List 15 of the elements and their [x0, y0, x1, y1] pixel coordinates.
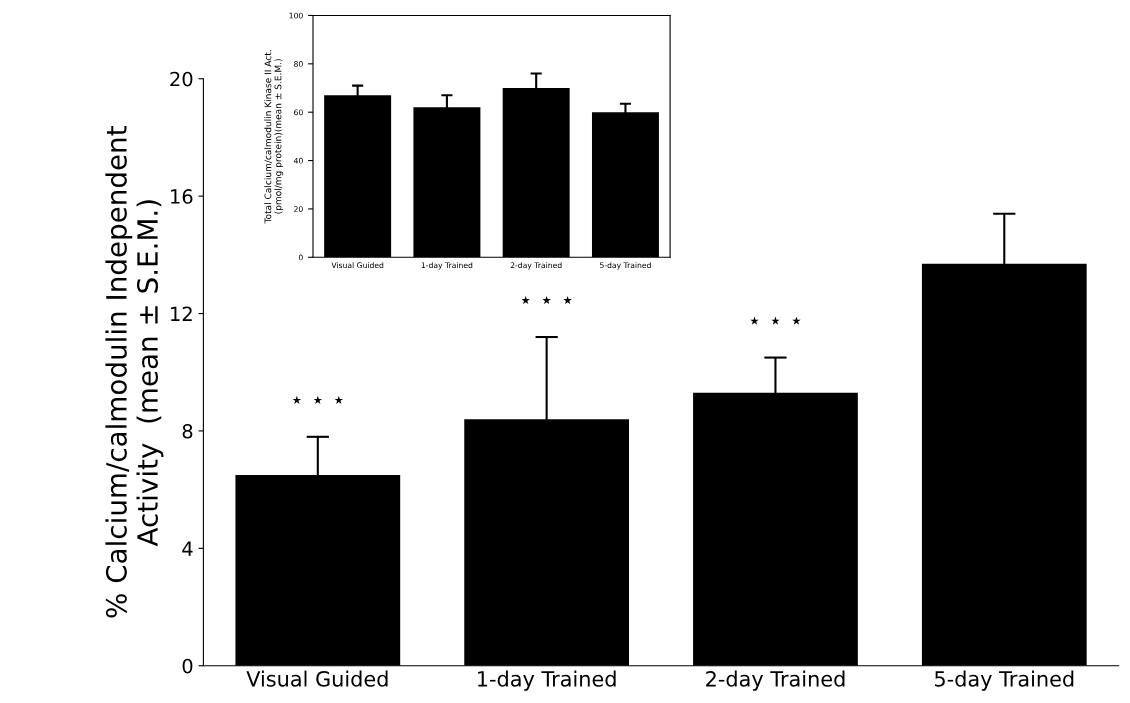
- y-tick-label: 20: [170, 71, 193, 87]
- annotation: ⋆ ⋆ ⋆: [292, 395, 344, 404]
- annotation: ⋆ ⋆ ⋆: [521, 296, 572, 305]
- y-tick-label: 4: [182, 541, 193, 556]
- x-tick-label: 5-day Trained: [935, 670, 1074, 691]
- y-tick-label: 16: [171, 189, 193, 204]
- x-tick-label: 1-day Trained: [478, 670, 616, 691]
- y-tick-label: 8: [182, 423, 193, 439]
- x-tick-label: 2-day Trained: [706, 670, 845, 691]
- y-tick-label: 0: [182, 658, 193, 674]
- y-tick-label: 12: [171, 306, 192, 321]
- y-axis-title: Total Calcium/calmodulin Kinase II Act. (pmol/mg protein)(mean ± S.E.M.): [264, 50, 284, 224]
- y-axis-title: % Calcium/calmodulin Independent Activity (mean ± S.E.M.): [105, 126, 164, 618]
- annotation: ⋆ ⋆ ⋆: [750, 316, 801, 325]
- x-tick-label: Visual Guided: [246, 670, 388, 687]
